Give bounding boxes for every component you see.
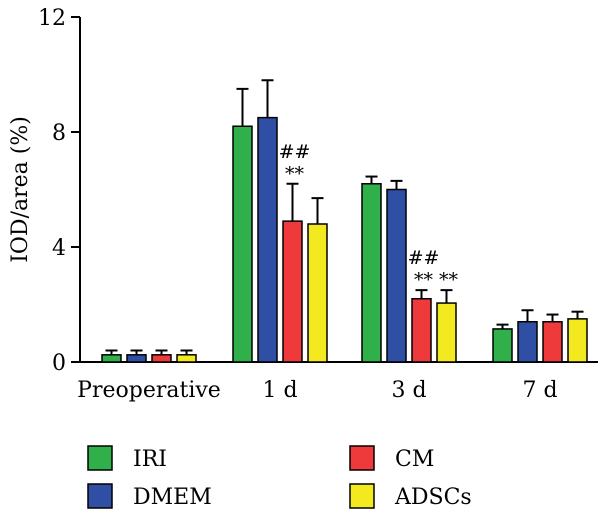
x-tick-label: Preoperative [77, 378, 221, 403]
bar-iri [492, 328, 513, 363]
y-tick-label: 12 [38, 6, 66, 31]
x-tick-label: 7 d [522, 378, 557, 403]
y-tick-label: 8 [52, 121, 66, 146]
significance-marker: ** [285, 163, 305, 185]
legend-swatch-dmem [87, 483, 113, 509]
x-tick-label: 1 d [262, 378, 297, 403]
bar-cm [151, 354, 172, 363]
legend-label: DMEM [133, 485, 212, 510]
bar-adscs [307, 223, 328, 363]
bar-cm [411, 298, 432, 363]
significance-marker: ** [439, 269, 459, 291]
bar-adscs [436, 302, 457, 363]
bars [101, 79, 588, 363]
bar-dmem [126, 354, 147, 363]
bar-dmem [386, 188, 407, 363]
legend: IRI CM DMEM ADSCs [87, 445, 472, 510]
significance-marker: ** [414, 269, 434, 291]
bar-cm [542, 321, 563, 363]
bar-iri [361, 183, 382, 363]
annotations: ##**##** ** [279, 141, 459, 291]
bar-cm [282, 220, 303, 363]
bar-dmem [517, 321, 538, 363]
bar-dmem [257, 116, 278, 363]
legend-label: CM [395, 447, 434, 472]
bar-adscs [567, 318, 588, 363]
axes: 0 4 8 12 IOD/area (%) Preoperative 1 d 3 d 7 d [8, 6, 598, 403]
significance-marker: ## [279, 141, 311, 163]
bar-iri [101, 354, 122, 363]
bar-iri [232, 125, 253, 363]
legend-swatch-adscs [349, 483, 375, 509]
legend-label: IRI [133, 447, 167, 472]
legend-swatch-cm [349, 445, 375, 471]
legend-label: ADSCs [394, 485, 472, 510]
x-tick-label: 3 d [391, 378, 426, 403]
y-axis-title: IOD/area (%) [8, 116, 33, 263]
significance-marker: ## [408, 247, 440, 269]
y-tick-label: 0 [52, 351, 66, 376]
bar-adscs [176, 354, 197, 363]
legend-swatch-iri [87, 445, 113, 471]
y-tick-label: 4 [52, 236, 66, 261]
